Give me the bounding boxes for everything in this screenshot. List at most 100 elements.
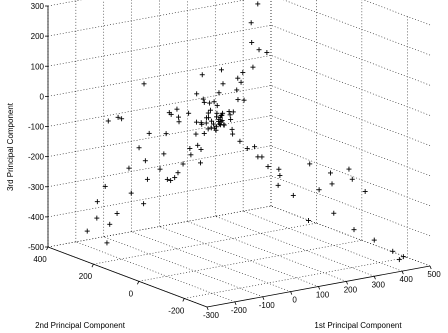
data-point: [235, 97, 241, 103]
grid-line: [270, 205, 431, 267]
data-point: [275, 182, 281, 188]
data-point: [187, 146, 193, 152]
data-point: [276, 166, 282, 172]
grid-line: [243, 210, 403, 272]
data-point: [94, 215, 100, 221]
data-point: [227, 112, 233, 118]
data-point: [371, 237, 377, 243]
data-point: [214, 114, 220, 120]
data-point: [240, 70, 246, 75]
z-tick-label: -500: [28, 243, 45, 252]
y-tick-mark: [46, 246, 49, 251]
data-point: [229, 126, 235, 132]
y-tick-mark: [137, 281, 140, 285]
data-point: [305, 218, 311, 224]
x-tick-label: -300: [203, 311, 220, 320]
data-point: [198, 146, 204, 152]
data-point: [207, 107, 213, 113]
data-point: [203, 120, 209, 126]
data-point: [390, 248, 396, 254]
x-tick-mark: [206, 306, 209, 311]
data-point: [180, 161, 186, 167]
x-tick-label: -100: [259, 301, 276, 310]
data-point: [230, 109, 236, 115]
x-tick-mark: [401, 270, 404, 275]
data-point: [329, 181, 335, 187]
z-tick-label: 0: [40, 92, 45, 101]
y-tick-label: -200: [168, 306, 185, 315]
data-point: [362, 188, 368, 194]
data-point: [84, 228, 90, 234]
grid-lines: [47, 0, 431, 308]
grid-line: [270, 175, 431, 237]
grid-line: [75, 241, 235, 303]
grid-line: [187, 221, 347, 282]
x-tick-mark: [234, 301, 237, 306]
data-point: [201, 131, 207, 137]
data-point: [199, 72, 205, 78]
x-tick-mark: [429, 265, 432, 270]
data-point: [213, 127, 219, 133]
data-point: [346, 166, 352, 172]
data-point: [194, 91, 200, 97]
grid-line: [103, 236, 263, 298]
data-point: [218, 67, 224, 73]
data-point: [176, 114, 181, 120]
data-point: [237, 138, 243, 144]
data-point: [141, 81, 147, 87]
data-point: [351, 227, 357, 233]
x-tick-label: -200: [231, 306, 248, 315]
data-point: [265, 164, 271, 170]
grid-line: [159, 226, 319, 287]
data-point: [168, 178, 174, 184]
y-tick-mark: [91, 263, 94, 268]
data-point: [238, 79, 244, 85]
data-point: [211, 99, 217, 105]
y-tick-label: 400: [33, 255, 47, 264]
data-point: [331, 210, 337, 216]
data-point: [209, 118, 215, 124]
data-point: [195, 142, 201, 148]
data-point: [107, 221, 113, 227]
data-point: [216, 90, 222, 96]
data-point: [307, 161, 313, 167]
data-point: [157, 166, 163, 172]
y-tick-mark: [182, 298, 185, 302]
y-axis-label: 2nd Principal Component: [35, 321, 126, 330]
data-point: [104, 240, 110, 246]
data-point: [249, 39, 255, 45]
x-axis-label: 1st Principal Component: [314, 321, 402, 330]
data-point: [211, 121, 216, 127]
data-point: [264, 50, 270, 56]
x-tick-mark: [318, 286, 321, 290]
data-point: [214, 103, 220, 109]
data-point: [186, 110, 192, 116]
data-point: [197, 160, 203, 166]
z-axis-ticks: -500 -400 -300 -200 -100 0 100 200 300: [28, 2, 48, 252]
data-point: [136, 145, 142, 151]
x-tick-label: 300: [372, 280, 386, 289]
data-point: [230, 131, 236, 137]
data-point: [400, 254, 406, 260]
data-point: [218, 122, 224, 128]
data-point: [255, 1, 261, 7]
z-tick-label: -200: [28, 153, 45, 162]
z-tick-label: -400: [28, 213, 45, 222]
z-tick-label: 300: [31, 2, 45, 11]
data-point: [105, 118, 111, 124]
data-point: [102, 183, 108, 189]
data-point: [207, 100, 213, 106]
data-point: [142, 158, 148, 164]
x-tick-mark: [262, 296, 265, 300]
data-point: [193, 119, 199, 125]
x-tick-label: 0: [292, 296, 297, 305]
data-point: [226, 109, 232, 115]
data-point: [396, 257, 402, 263]
data-point: [290, 192, 296, 198]
data-point: [119, 116, 125, 122]
data-point: [146, 130, 152, 136]
data-point: [201, 99, 207, 105]
data-point: [205, 126, 211, 132]
data-point: [94, 199, 100, 205]
